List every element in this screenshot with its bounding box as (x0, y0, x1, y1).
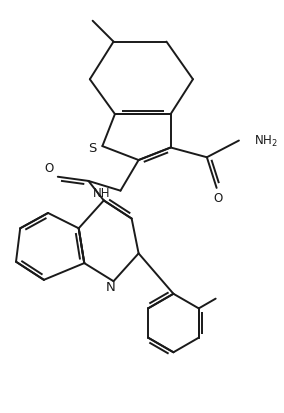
Text: NH: NH (93, 186, 111, 199)
Text: O: O (213, 191, 223, 204)
Text: NH$_2$: NH$_2$ (254, 134, 278, 149)
Text: O: O (44, 161, 54, 175)
Text: S: S (88, 142, 97, 154)
Text: N: N (106, 280, 116, 293)
